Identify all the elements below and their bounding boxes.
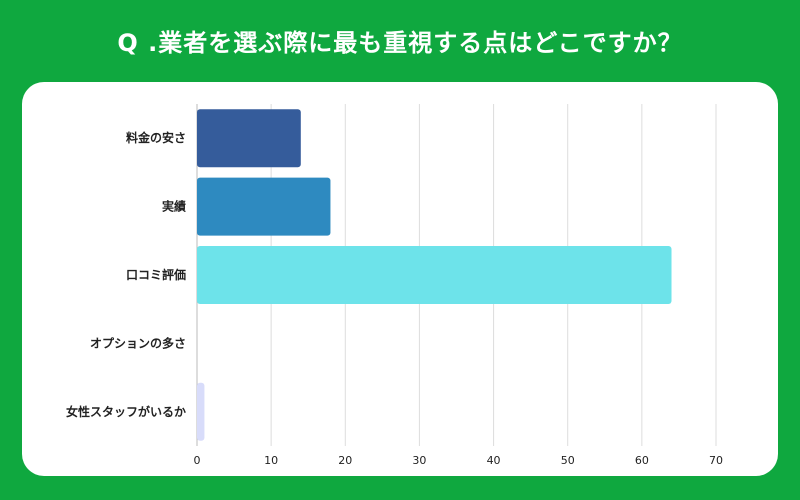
category-label: 実績 [162, 199, 186, 214]
bar [197, 177, 331, 236]
bar [197, 109, 301, 168]
bar [197, 246, 672, 304]
category-label: オプションの多さ [90, 335, 186, 350]
x-tick-label: 50 [561, 454, 575, 467]
x-tick-label: 20 [338, 454, 352, 467]
category-label: 女性スタッフがいるか [66, 404, 186, 419]
x-tick-label: 40 [487, 454, 501, 467]
x-tick-label: 70 [709, 454, 723, 467]
bar [197, 382, 205, 441]
x-tick-label: 10 [264, 454, 278, 467]
category-label: 料金の安さ [126, 130, 186, 145]
chart-title: Q .業者を選ぶ際に最も重視する点はどこですか？ [117, 28, 683, 57]
category-label: 口コミ評価 [126, 267, 186, 282]
x-tick-label: 60 [635, 454, 649, 467]
x-tick-label: 30 [412, 454, 426, 467]
x-tick-label: 0 [194, 454, 201, 467]
